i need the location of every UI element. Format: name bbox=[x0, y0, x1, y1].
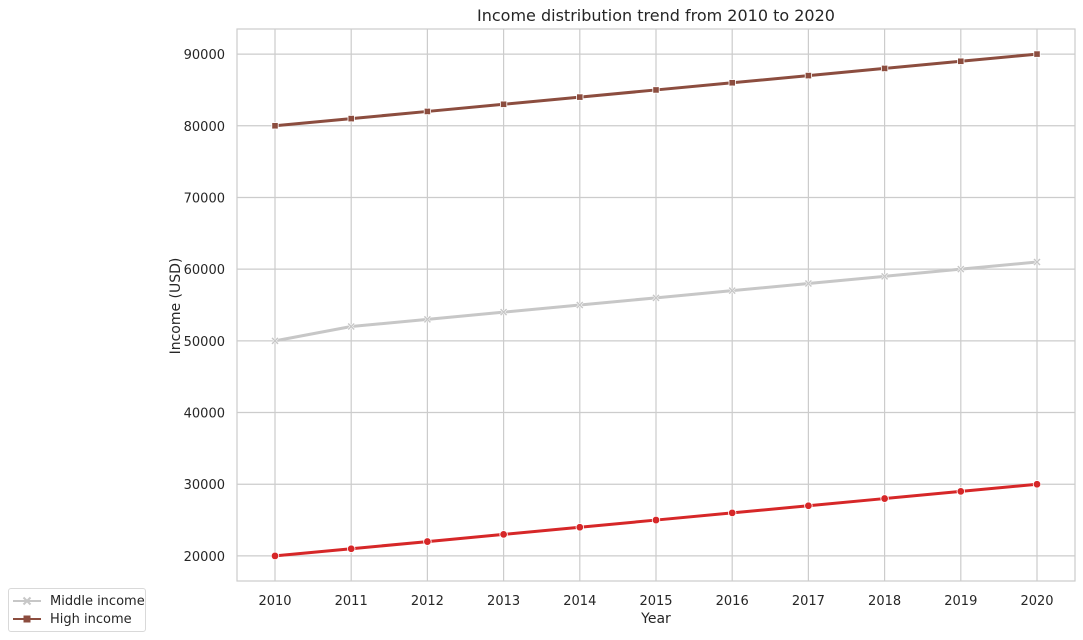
data-point bbox=[804, 279, 813, 288]
x-tick-label: 2015 bbox=[639, 594, 672, 609]
data-point bbox=[880, 494, 889, 503]
data-point bbox=[728, 286, 737, 295]
data-point bbox=[728, 79, 736, 87]
x-tick-label: 2020 bbox=[1020, 594, 1053, 609]
data-point bbox=[499, 308, 508, 317]
data-point bbox=[956, 265, 965, 274]
data-point bbox=[271, 122, 279, 130]
series-group bbox=[270, 480, 1042, 561]
series-lines bbox=[270, 50, 1042, 561]
data-point bbox=[576, 93, 584, 101]
x-tick-label: 2010 bbox=[258, 594, 291, 609]
y-tick-label: 30000 bbox=[184, 478, 225, 493]
data-point bbox=[271, 336, 279, 345]
data-point bbox=[575, 523, 584, 532]
tick-labels: 2010 2011 2012 2013 2014 2015 2016 2017 2018 2019… bbox=[184, 48, 1054, 609]
data-point bbox=[270, 551, 280, 561]
grid-lines bbox=[237, 29, 1075, 581]
data-point bbox=[956, 487, 965, 496]
data-point bbox=[499, 100, 508, 108]
x-tick-label: 2014 bbox=[563, 594, 596, 609]
legend-swatch-square-marker bbox=[13, 612, 41, 626]
x-tick-label: 2016 bbox=[716, 594, 749, 609]
series-group bbox=[271, 258, 1041, 345]
x-tick-label: 2018 bbox=[868, 594, 901, 609]
legend: Middle income High income bbox=[8, 588, 146, 632]
data-point bbox=[347, 544, 356, 553]
legend-label: Middle income bbox=[50, 593, 145, 609]
data-point bbox=[423, 107, 432, 116]
data-point bbox=[880, 272, 889, 281]
data-point bbox=[651, 515, 661, 525]
data-point bbox=[423, 537, 432, 546]
y-tick-label: 20000 bbox=[184, 550, 225, 565]
y-tick-label: 50000 bbox=[184, 335, 225, 350]
data-point bbox=[1033, 50, 1041, 58]
x-tick-label: 2017 bbox=[792, 594, 825, 609]
data-point bbox=[347, 115, 355, 123]
y-tick-label: 40000 bbox=[184, 407, 225, 422]
data-point bbox=[1032, 480, 1042, 489]
data-point bbox=[1033, 258, 1041, 266]
data-point bbox=[652, 86, 660, 94]
data-point bbox=[423, 315, 432, 324]
y-tick-label: 80000 bbox=[184, 120, 225, 135]
y-tick-label: 90000 bbox=[184, 48, 225, 63]
data-point bbox=[881, 64, 889, 73]
data-point bbox=[804, 71, 813, 80]
data-point bbox=[728, 508, 737, 518]
x-tick-label: 2019 bbox=[944, 594, 977, 609]
y-tick-label: 70000 bbox=[184, 191, 225, 206]
legend-item-high-income: High income bbox=[13, 610, 132, 628]
chart-title: Income distribution trend from 2010 to 2… bbox=[477, 6, 835, 25]
series-group bbox=[271, 50, 1041, 130]
y-axis-label: Income (USD) bbox=[168, 258, 184, 355]
legend-swatch-x-marker bbox=[13, 594, 41, 608]
x-tick-label: 2013 bbox=[487, 594, 520, 609]
x-tick-label: 2012 bbox=[411, 594, 444, 609]
legend-item-middle-income: Middle income bbox=[13, 592, 145, 610]
x-tick-label: 2011 bbox=[335, 594, 368, 609]
data-point bbox=[804, 501, 813, 510]
data-point bbox=[499, 530, 508, 539]
y-tick-label: 60000 bbox=[184, 263, 225, 278]
data-point bbox=[957, 57, 965, 65]
data-point bbox=[652, 293, 660, 302]
x-axis-label: Year bbox=[640, 611, 671, 627]
legend-label: High income bbox=[50, 611, 132, 627]
data-point bbox=[347, 322, 356, 331]
data-point bbox=[575, 301, 584, 309]
